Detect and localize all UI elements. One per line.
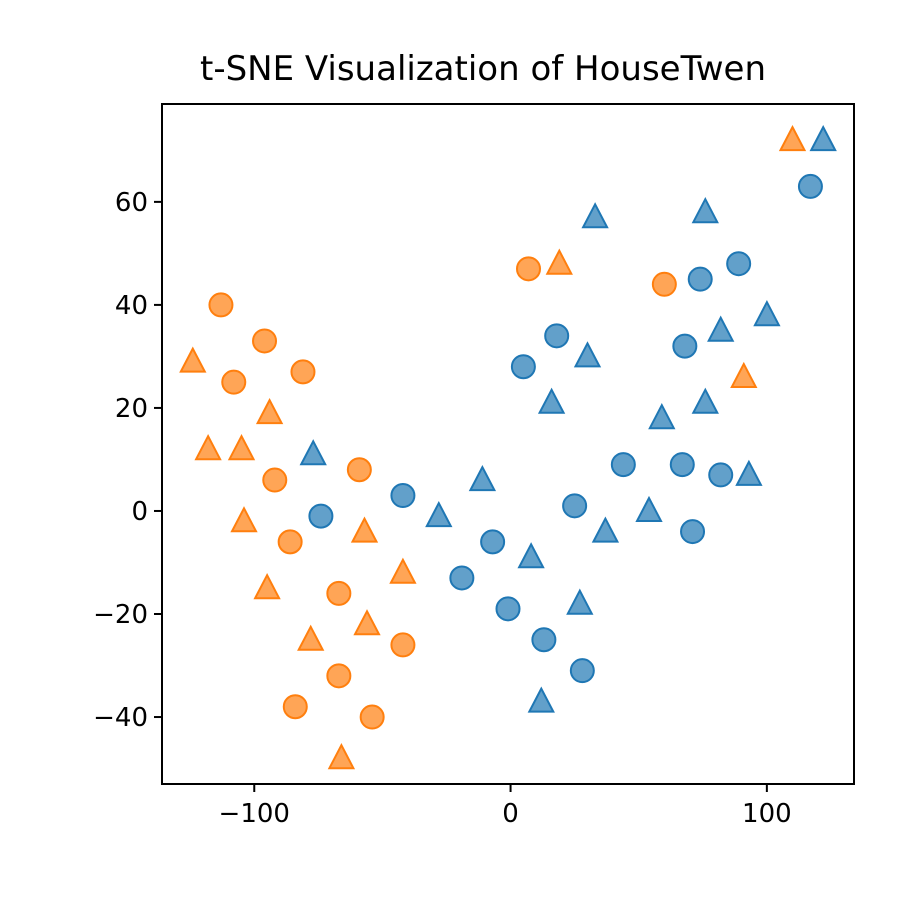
data-point-circle bbox=[569, 658, 595, 684]
data-point-circle bbox=[221, 369, 247, 395]
y-tick-label: −40 bbox=[93, 703, 148, 733]
data-point-triangle bbox=[299, 439, 327, 466]
data-point-circle bbox=[277, 529, 303, 555]
data-point-triangle bbox=[527, 686, 555, 713]
data-point-triangle bbox=[350, 516, 379, 543]
data-point-circle bbox=[726, 251, 752, 277]
data-point-triangle bbox=[730, 361, 758, 388]
axes: −100 0 100 −40 −20 0 20 40 60 bbox=[93, 188, 792, 829]
data-point-triangle bbox=[389, 557, 417, 584]
data-point-circle bbox=[359, 704, 385, 730]
data-point-triangle bbox=[707, 315, 735, 342]
data-point-triangle bbox=[573, 341, 602, 368]
data-point-triangle bbox=[179, 346, 207, 373]
data-point-triangle bbox=[194, 434, 222, 461]
data-point-circle bbox=[326, 663, 352, 689]
data-point-circle bbox=[669, 452, 695, 478]
data-point-triangle bbox=[297, 624, 325, 651]
x-tick-label: 0 bbox=[502, 799, 519, 829]
data-point-triangle bbox=[635, 495, 663, 522]
data-point-triangle bbox=[537, 387, 566, 414]
y-tick-label: 60 bbox=[115, 188, 148, 218]
data-point-circle bbox=[208, 292, 234, 318]
data-point-circle bbox=[346, 457, 372, 483]
data-point-triangle bbox=[468, 464, 497, 492]
y-tick-label: 0 bbox=[131, 497, 148, 527]
data-point-circle bbox=[390, 632, 416, 658]
data-point-triangle bbox=[353, 609, 381, 636]
data-point-circle bbox=[672, 333, 698, 359]
data-point-triangle bbox=[691, 197, 719, 224]
data-point-circle bbox=[531, 627, 557, 653]
plot-frame bbox=[161, 103, 855, 785]
data-point-triangle bbox=[753, 300, 781, 327]
data-point-triangle bbox=[227, 434, 256, 461]
x-tick-label: −100 bbox=[219, 799, 290, 829]
data-point-triangle bbox=[809, 124, 837, 152]
data-point-triangle bbox=[253, 573, 281, 600]
data-point-triangle bbox=[517, 542, 545, 569]
data-point-triangle bbox=[691, 387, 719, 414]
y-tick-label: 20 bbox=[115, 394, 148, 424]
data-point-triangle bbox=[230, 506, 258, 533]
data-point-triangle bbox=[566, 588, 594, 615]
y-tick-label: −20 bbox=[93, 600, 148, 630]
data-point-circle bbox=[449, 565, 475, 591]
chart-title: t-SNE Visualization of HouseTwen bbox=[200, 49, 766, 89]
data-point-circle bbox=[495, 596, 521, 622]
data-point-triangle bbox=[425, 500, 453, 528]
data-point-circle bbox=[480, 529, 506, 555]
data-point-circle bbox=[290, 359, 316, 385]
data-point-circle bbox=[562, 493, 588, 519]
data-point-circle bbox=[680, 519, 706, 545]
data-point-circle bbox=[282, 694, 308, 720]
data-point-circle bbox=[610, 452, 636, 478]
data-point-circle bbox=[687, 266, 713, 292]
data-point-triangle bbox=[735, 459, 763, 486]
data-point-circle bbox=[308, 503, 334, 529]
data-point-circle bbox=[390, 483, 416, 509]
data-point-circle bbox=[544, 323, 570, 349]
x-tick-label: 100 bbox=[742, 799, 792, 829]
data-point-circle bbox=[708, 462, 734, 488]
data-point-triangle bbox=[581, 202, 609, 229]
data-point-circle bbox=[516, 256, 542, 282]
y-tick-label: 40 bbox=[115, 291, 148, 321]
data-point-triangle bbox=[545, 248, 573, 275]
data-point-circle bbox=[797, 173, 823, 199]
data-point-circle bbox=[326, 580, 352, 606]
data-point-circle bbox=[651, 271, 677, 297]
data-point-triangle bbox=[648, 403, 676, 430]
data-point-triangle bbox=[255, 397, 284, 425]
data-point-triangle bbox=[327, 743, 356, 770]
data-point-triangle bbox=[591, 516, 620, 543]
plot-area bbox=[179, 124, 837, 770]
data-point-circle bbox=[510, 354, 536, 380]
data-point-circle bbox=[252, 328, 278, 354]
data-point-triangle bbox=[778, 124, 807, 152]
data-point-circle bbox=[262, 467, 288, 493]
